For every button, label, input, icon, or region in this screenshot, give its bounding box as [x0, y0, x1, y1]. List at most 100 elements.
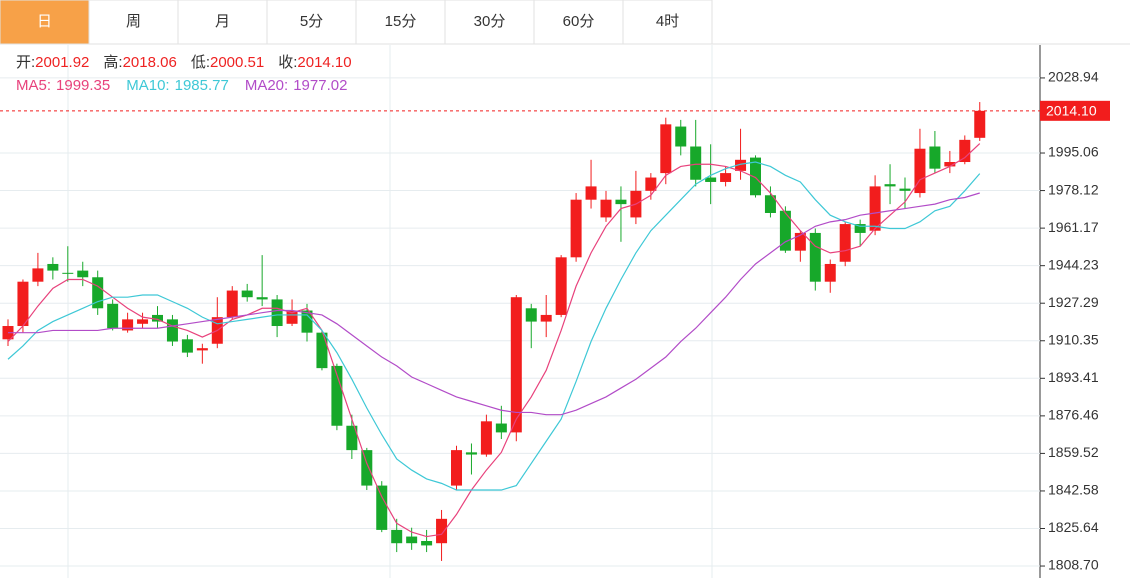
tab[interactable]: 周: [88, 0, 179, 45]
candle-body: [166, 319, 178, 342]
tab-bg: [177, 0, 268, 45]
tab[interactable]: 日: [0, 0, 90, 45]
candle-body: [600, 199, 612, 218]
y-tick-label: 2028.94: [1048, 69, 1099, 85]
candle-body: [376, 485, 388, 530]
y-tick-label: 1825.64: [1048, 519, 1099, 535]
candle-body: [510, 297, 522, 433]
candle-body: [92, 277, 104, 309]
candle-body: [331, 365, 343, 426]
candle-body: [77, 270, 89, 278]
ma-info: MA5: 1999.35 MA10: 1985.77 MA20: 1977.02: [16, 77, 347, 94]
candle-body: [256, 297, 268, 300]
tab-bg: [88, 0, 179, 45]
candle-body: [406, 536, 418, 544]
tab[interactable]: 5分: [266, 0, 357, 45]
tab-label: 月: [215, 13, 230, 30]
candle-body: [750, 157, 761, 196]
y-tick-label: 1859.52: [1048, 444, 1099, 460]
ma-line: [7, 143, 981, 538]
candle-body: [152, 314, 163, 322]
candle-body: [555, 257, 567, 315]
candle-body: [495, 423, 507, 433]
tab[interactable]: 15分: [355, 0, 446, 45]
candle-body: [301, 310, 313, 333]
info-label: 开:: [16, 54, 35, 71]
candle-body: [660, 124, 672, 174]
ma-label: MA10:: [126, 77, 169, 94]
candle-body: [929, 146, 941, 169]
y-tick-label: 1927.29: [1048, 294, 1099, 310]
tab-bg: [355, 0, 446, 45]
info-label: 低:: [191, 54, 210, 71]
y-tick-label: 1995.06: [1048, 144, 1099, 160]
ma-value: 1999.35: [56, 77, 110, 94]
tab-bg: [444, 0, 535, 45]
candle-body: [854, 224, 866, 233]
tab-label: 4时: [656, 13, 679, 30]
tab-label: 30分: [474, 13, 506, 30]
candle-body: [690, 146, 702, 180]
ma-line: [7, 161, 981, 491]
tab-label: 60分: [563, 13, 595, 30]
tab-bg: [533, 0, 624, 45]
price-tag-label: 2014.10: [1046, 103, 1097, 119]
candle-body: [585, 186, 597, 200]
candle-body: [735, 159, 747, 171]
ma-label: MA5:: [16, 77, 51, 94]
ma-label: MA20:: [245, 77, 288, 94]
candle-body: [361, 450, 373, 486]
y-tick-label: 1876.46: [1048, 407, 1099, 423]
candle-body: [391, 529, 403, 544]
tab[interactable]: 30分: [444, 0, 535, 45]
info-value: 2000.51: [210, 54, 264, 71]
tab[interactable]: 60分: [533, 0, 624, 45]
candle-body: [615, 199, 627, 205]
y-tick-label: 1978.12: [1048, 181, 1099, 197]
y-tick-label: 1910.35: [1048, 331, 1099, 347]
candle-body: [779, 210, 791, 251]
candle-body: [675, 126, 687, 147]
candle-body: [794, 232, 806, 251]
ma-value: 1985.77: [175, 77, 229, 94]
candle-body: [241, 290, 253, 298]
candle-body: [196, 348, 208, 351]
y-tick-label: 1842.58: [1048, 482, 1099, 498]
y-tick-label: 1961.17: [1048, 219, 1099, 235]
candle-body: [226, 290, 238, 318]
tab-bg: [622, 0, 713, 45]
ohlc-info: 开:2001.92 高:2018.06 低:2000.51 收:2014.10: [16, 54, 352, 71]
info-value: 2001.92: [35, 54, 89, 71]
candle-body: [271, 299, 283, 327]
tab[interactable]: 4时: [622, 0, 713, 45]
candle-body: [899, 188, 911, 191]
candle-body: [181, 339, 193, 353]
info-value: 2014.10: [297, 54, 351, 71]
candle-body: [17, 281, 29, 327]
info-value: 2018.06: [123, 54, 177, 71]
candle-body: [720, 173, 732, 182]
tab[interactable]: 月: [177, 0, 268, 45]
candle-body: [525, 308, 537, 322]
tab-label: 5分: [300, 13, 323, 30]
candle-body: [974, 110, 986, 138]
candle-body: [286, 310, 298, 324]
candle-body: [107, 303, 119, 329]
ma-value: 1977.02: [293, 77, 347, 94]
candle-body: [884, 184, 896, 187]
candle-body: [705, 177, 717, 182]
candle-body: [480, 421, 492, 455]
candle-body: [959, 139, 971, 163]
candle-body: [122, 319, 134, 331]
candle-body: [137, 319, 149, 324]
candle-body: [869, 186, 881, 231]
candle-body: [809, 232, 821, 282]
candle-body: [914, 148, 926, 194]
y-tick-label: 1944.23: [1048, 256, 1099, 272]
info-label: 收:: [278, 54, 297, 71]
candle-body: [421, 540, 433, 546]
candle-body: [540, 314, 552, 322]
candle-body: [839, 224, 851, 262]
candle-body: [764, 195, 776, 213]
